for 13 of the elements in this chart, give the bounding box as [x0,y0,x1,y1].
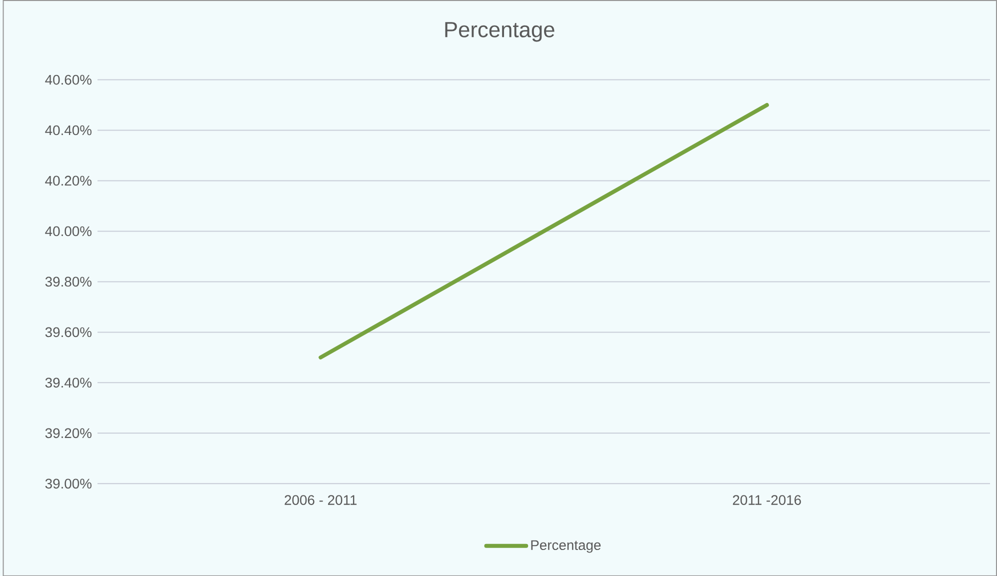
chart-title: Percentage [445,22,554,42]
y-tick-label: 39.00% [45,478,92,488]
y-tick-label: 40.00% [45,226,92,236]
y-tick-label: 39.40% [45,378,92,388]
legend-label: Percentage [531,540,601,553]
x-tick-label: 2006 - 2011 [284,494,357,505]
y-tick-label: 40.20% [45,176,92,186]
y-tick-label: 39.80% [45,276,92,286]
y-tick-label: 39.20% [45,428,92,438]
x-tick-label: 2011 -2016 [732,494,801,505]
y-tick-label: 40.60% [45,74,92,85]
y-tick-label: 40.40% [45,125,92,135]
y-tick-label: 39.60% [45,327,92,337]
